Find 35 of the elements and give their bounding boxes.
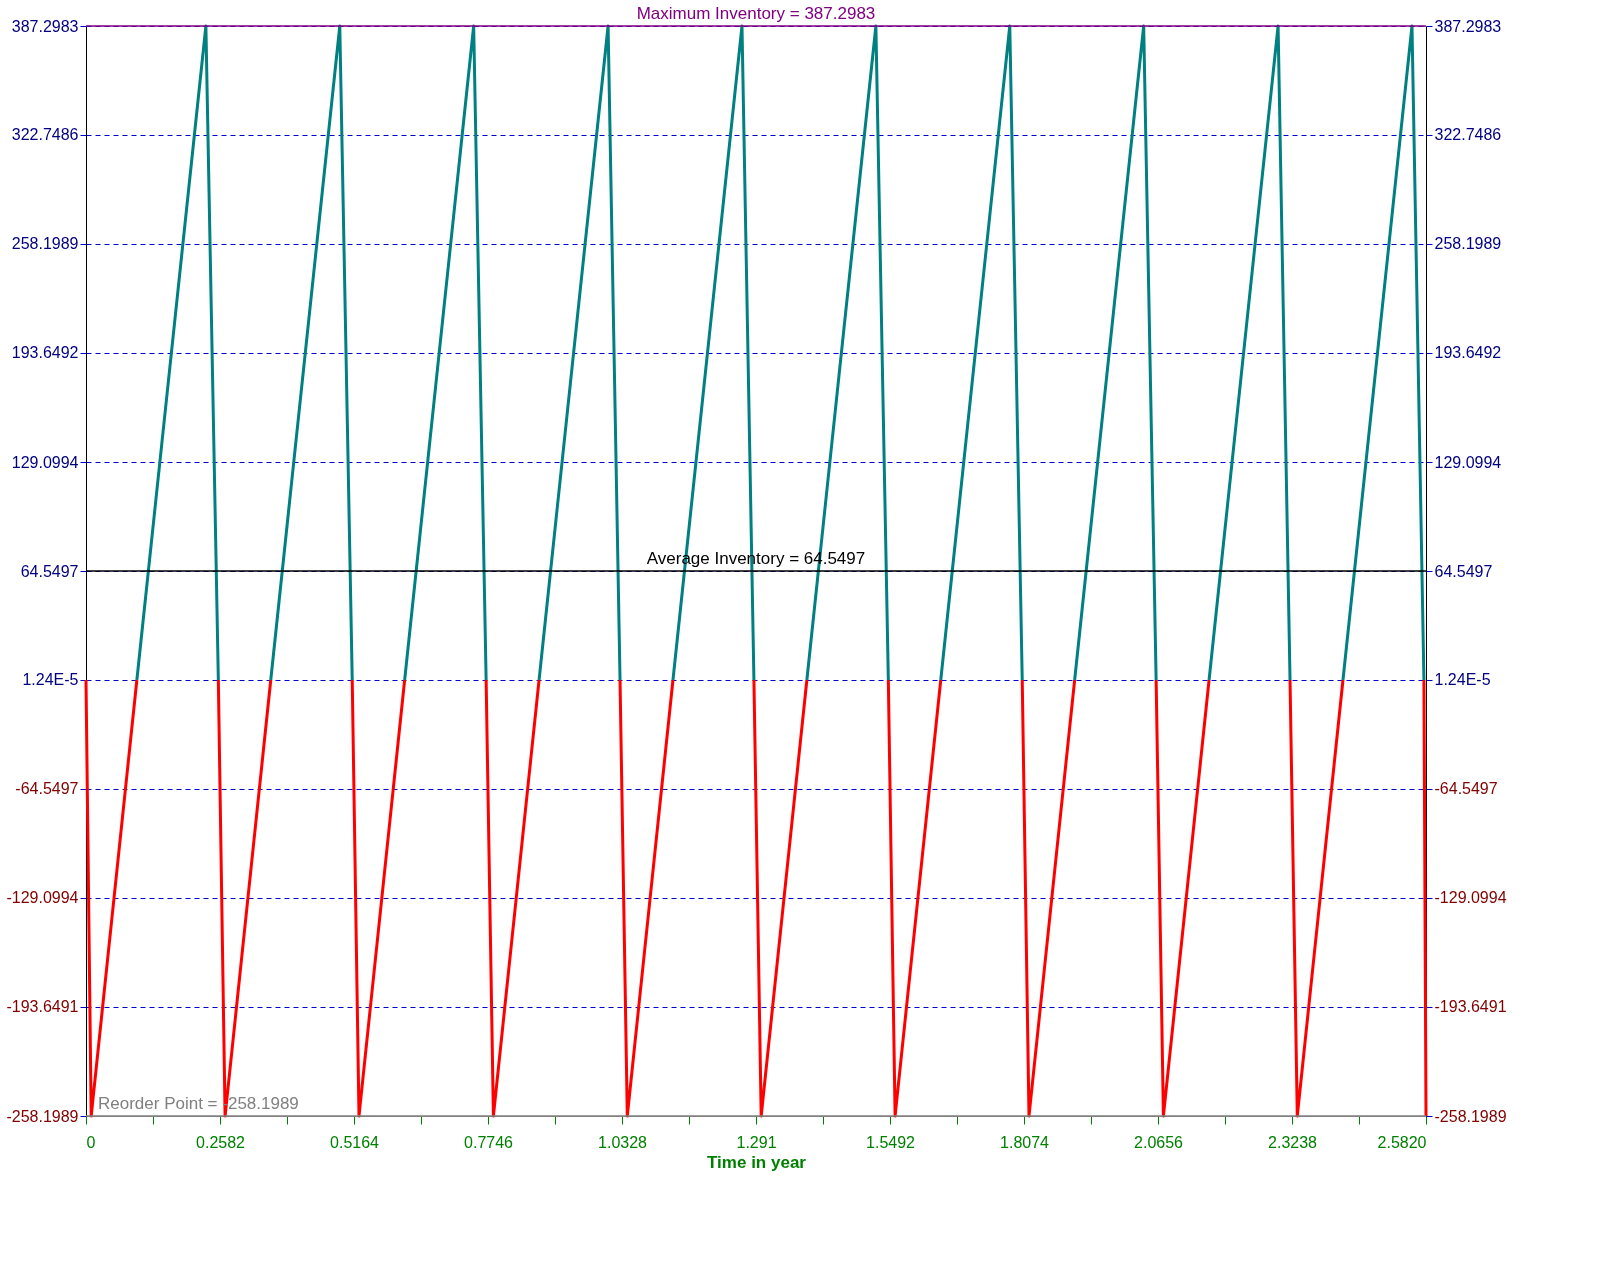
y-tick-label: 258.1989 bbox=[11, 235, 79, 253]
y2-tick-label: 258.1989 bbox=[1434, 235, 1502, 253]
y2-tick-label: -64.5497 bbox=[1434, 780, 1498, 798]
y-tick-label: -129.0994 bbox=[6, 889, 79, 907]
x-tick-label: 0 bbox=[86, 1133, 96, 1151]
y-tick-label: -64.5497 bbox=[15, 780, 79, 798]
y-tick-label: -193.6491 bbox=[6, 998, 79, 1016]
ref-line-label: Maximum Inventory = 387.2983 bbox=[636, 4, 876, 23]
y-tick-label: 193.6492 bbox=[11, 344, 79, 362]
y2-tick-label: 193.6492 bbox=[1434, 344, 1502, 362]
x-tick-label: 1.8074 bbox=[1000, 1133, 1050, 1151]
y2-tick-label: 387.2983 bbox=[1434, 17, 1502, 35]
y2-tick-label: 322.7486 bbox=[1434, 126, 1502, 144]
y-tick-label: 1.24E-5 bbox=[22, 671, 79, 689]
y2-tick-label: -258.1989 bbox=[1434, 1107, 1507, 1125]
y-tick-label: 387.2983 bbox=[11, 17, 79, 35]
y2-tick-label: 64.5497 bbox=[1434, 562, 1493, 580]
x-tick-label: 2.3238 bbox=[1268, 1133, 1318, 1151]
y-tick-label: 64.5497 bbox=[20, 562, 79, 580]
y-tick-label: -258.1989 bbox=[6, 1107, 79, 1125]
y2-tick-label: -193.6491 bbox=[1434, 998, 1507, 1016]
y2-tick-label: 129.0994 bbox=[1434, 453, 1502, 471]
x-tick-label: 1.0328 bbox=[598, 1133, 648, 1151]
x-tick-label: 1.291 bbox=[736, 1133, 777, 1151]
x-axis-title: Time in year bbox=[707, 1152, 807, 1172]
x-tick-label: 0.7746 bbox=[464, 1133, 514, 1151]
x-tick-label: 2.5820 bbox=[1377, 1133, 1427, 1151]
y2-tick-label: 1.24E-5 bbox=[1434, 671, 1491, 689]
x-tick-label: 0.2582 bbox=[196, 1133, 246, 1151]
y2-tick-label: -129.0994 bbox=[1434, 889, 1507, 907]
x-tick-label: 2.0656 bbox=[1134, 1133, 1184, 1151]
x-tick-label: 1.5492 bbox=[866, 1133, 916, 1151]
y-tick-label: 322.7486 bbox=[11, 126, 79, 144]
y-tick-label: 129.0994 bbox=[11, 453, 79, 471]
x-tick-label: 0.5164 bbox=[330, 1133, 380, 1151]
